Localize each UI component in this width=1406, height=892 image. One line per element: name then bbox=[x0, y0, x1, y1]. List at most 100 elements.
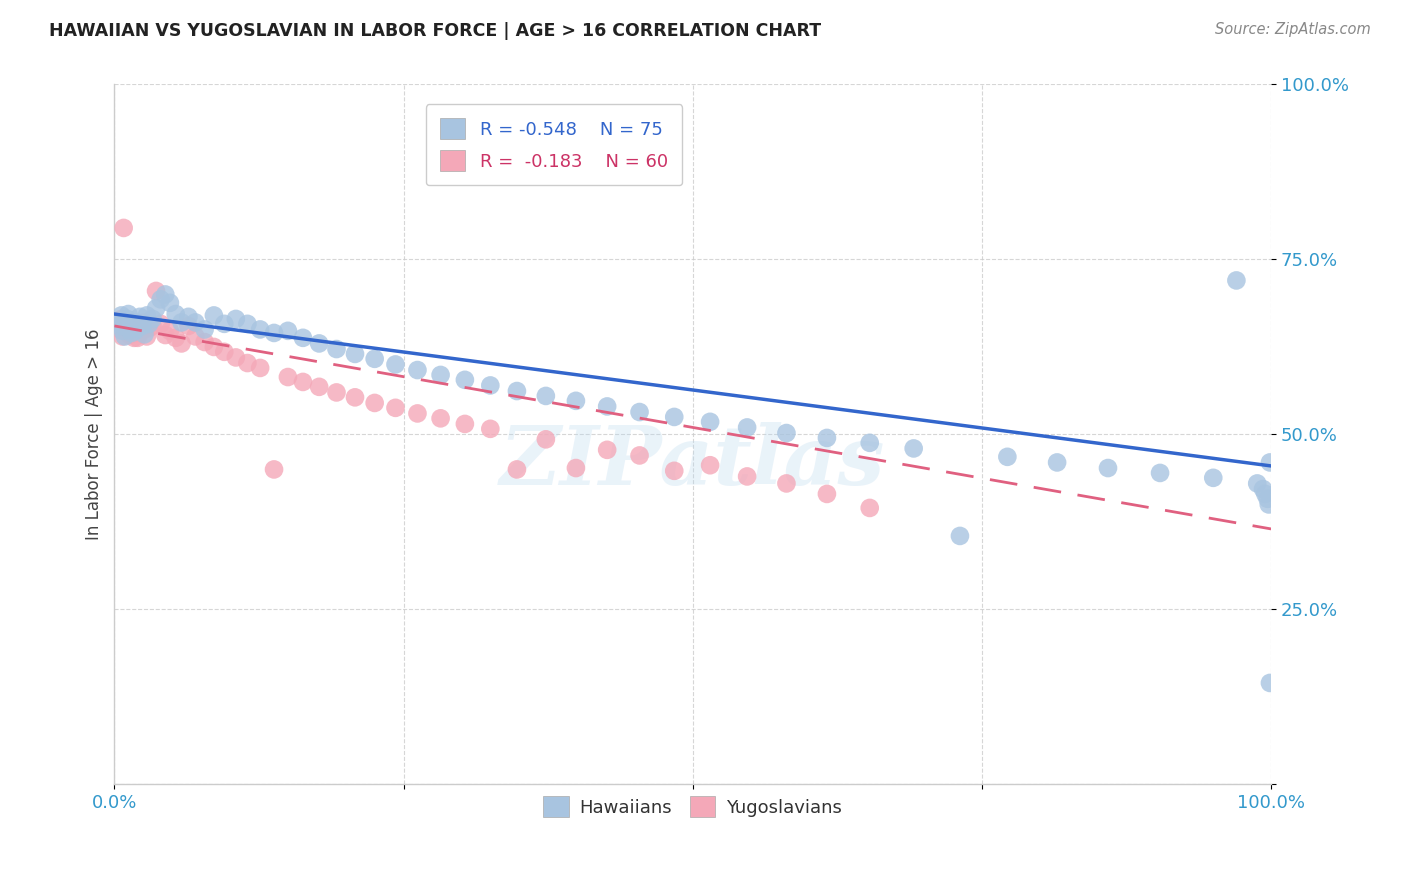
Point bbox=[110, 309, 132, 323]
Point bbox=[120, 317, 142, 331]
Point bbox=[121, 326, 143, 340]
Point bbox=[165, 307, 187, 321]
Point bbox=[128, 310, 150, 324]
Point bbox=[115, 312, 138, 326]
Point bbox=[1046, 455, 1069, 469]
Point bbox=[202, 309, 225, 323]
Point bbox=[1257, 491, 1279, 506]
Point bbox=[131, 324, 153, 338]
Point bbox=[815, 487, 838, 501]
Point bbox=[225, 312, 247, 326]
Point bbox=[1257, 498, 1279, 512]
Text: Source: ZipAtlas.com: Source: ZipAtlas.com bbox=[1215, 22, 1371, 37]
Y-axis label: In Labor Force | Age > 16: In Labor Force | Age > 16 bbox=[86, 328, 103, 541]
Point bbox=[596, 442, 619, 457]
Point bbox=[138, 321, 160, 335]
Point bbox=[127, 331, 149, 345]
Point bbox=[565, 461, 588, 475]
Point bbox=[534, 389, 557, 403]
Point bbox=[325, 342, 347, 356]
Point bbox=[135, 329, 157, 343]
Point bbox=[406, 363, 429, 377]
Point bbox=[454, 373, 477, 387]
Point bbox=[194, 334, 217, 349]
Point bbox=[596, 400, 619, 414]
Point bbox=[1246, 476, 1268, 491]
Point bbox=[114, 317, 136, 331]
Point bbox=[138, 317, 160, 331]
Point bbox=[664, 409, 686, 424]
Point bbox=[308, 380, 330, 394]
Point bbox=[1225, 273, 1247, 287]
Point bbox=[214, 317, 236, 331]
Point bbox=[131, 318, 153, 333]
Point bbox=[128, 318, 150, 333]
Point bbox=[859, 435, 882, 450]
Point bbox=[506, 384, 529, 398]
Point bbox=[949, 529, 972, 543]
Point bbox=[1251, 482, 1274, 496]
Point bbox=[1254, 487, 1277, 501]
Point bbox=[291, 331, 314, 345]
Point bbox=[363, 351, 385, 366]
Point bbox=[122, 324, 145, 338]
Point bbox=[506, 462, 529, 476]
Point bbox=[111, 329, 134, 343]
Text: HAWAIIAN VS YUGOSLAVIAN IN LABOR FORCE | AGE > 16 CORRELATION CHART: HAWAIIAN VS YUGOSLAVIAN IN LABOR FORCE |… bbox=[49, 22, 821, 40]
Point bbox=[225, 351, 247, 365]
Point bbox=[115, 324, 138, 338]
Point bbox=[118, 322, 141, 336]
Point bbox=[534, 433, 557, 447]
Point bbox=[159, 324, 181, 338]
Point bbox=[110, 312, 132, 326]
Point bbox=[699, 415, 721, 429]
Point bbox=[479, 422, 502, 436]
Point bbox=[170, 336, 193, 351]
Point bbox=[277, 324, 299, 338]
Point bbox=[995, 450, 1018, 464]
Point bbox=[155, 287, 177, 301]
Point bbox=[177, 310, 200, 324]
Point bbox=[135, 309, 157, 323]
Point bbox=[134, 327, 156, 342]
Point bbox=[184, 315, 207, 329]
Point bbox=[308, 336, 330, 351]
Point bbox=[325, 385, 347, 400]
Point bbox=[112, 314, 135, 328]
Point bbox=[1149, 466, 1171, 480]
Point bbox=[735, 469, 758, 483]
Point bbox=[1097, 461, 1119, 475]
Point bbox=[343, 390, 366, 404]
Point bbox=[429, 368, 451, 382]
Point bbox=[249, 360, 271, 375]
Point bbox=[142, 312, 165, 326]
Point bbox=[122, 315, 145, 329]
Point bbox=[454, 417, 477, 431]
Point bbox=[127, 321, 149, 335]
Point bbox=[628, 449, 651, 463]
Point bbox=[277, 370, 299, 384]
Point bbox=[124, 324, 146, 338]
Point bbox=[108, 318, 131, 333]
Point bbox=[291, 375, 314, 389]
Point bbox=[115, 321, 138, 335]
Point bbox=[343, 347, 366, 361]
Point bbox=[107, 315, 129, 329]
Point bbox=[479, 378, 502, 392]
Point bbox=[628, 405, 651, 419]
Point bbox=[115, 317, 138, 331]
Point bbox=[1258, 676, 1281, 690]
Point bbox=[134, 315, 156, 329]
Point bbox=[107, 315, 129, 329]
Point bbox=[903, 442, 925, 456]
Point bbox=[735, 420, 758, 434]
Point bbox=[177, 318, 200, 333]
Point bbox=[565, 393, 588, 408]
Point bbox=[117, 307, 139, 321]
Point bbox=[859, 500, 882, 515]
Point bbox=[263, 326, 285, 340]
Point bbox=[184, 329, 207, 343]
Point bbox=[170, 315, 193, 329]
Point bbox=[384, 401, 406, 415]
Point bbox=[112, 221, 135, 235]
